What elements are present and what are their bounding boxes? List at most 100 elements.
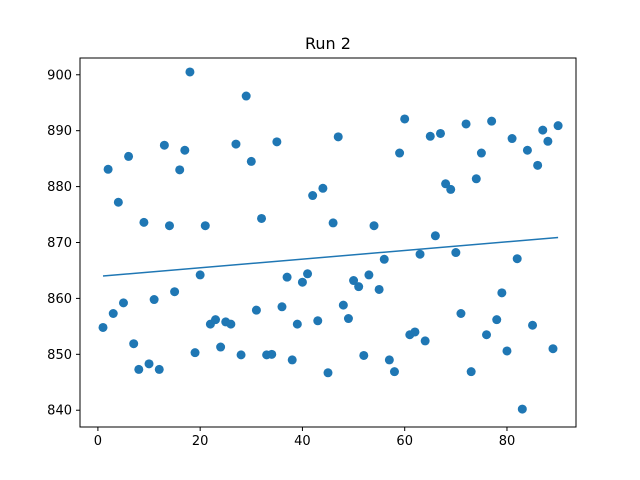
data-point — [400, 114, 410, 124]
data-point — [129, 339, 139, 349]
data-point — [282, 272, 292, 282]
data-point — [308, 191, 318, 201]
data-point — [144, 359, 154, 369]
data-point — [118, 298, 128, 308]
data-point — [241, 91, 251, 101]
data-point — [246, 156, 256, 166]
data-point — [354, 282, 364, 292]
data-point — [180, 145, 190, 155]
data-point — [461, 119, 471, 129]
data-point — [456, 309, 466, 318]
data-point — [553, 121, 563, 131]
x-tick-label: 20 — [192, 434, 209, 449]
data-point — [389, 367, 399, 377]
x-tick-label: 60 — [396, 434, 413, 449]
data-point — [113, 197, 123, 207]
data-point — [195, 270, 205, 280]
data-point — [548, 344, 558, 354]
data-point — [343, 314, 353, 324]
data-point — [226, 319, 236, 329]
chart-title: Run 2 — [305, 34, 351, 53]
data-point — [425, 131, 435, 141]
data-point — [297, 277, 307, 287]
data-point — [292, 319, 302, 329]
data-point — [277, 302, 287, 312]
data-point — [267, 349, 277, 359]
data-point — [359, 350, 369, 360]
data-point — [164, 221, 174, 231]
y-tick-label: 850 — [47, 348, 72, 363]
data-point — [476, 148, 486, 158]
data-point — [216, 342, 226, 352]
data-point — [487, 116, 497, 126]
data-point — [108, 309, 118, 318]
data-point — [512, 254, 522, 264]
data-point — [313, 316, 323, 326]
data-point — [395, 148, 405, 158]
data-point — [211, 315, 221, 325]
data-point — [471, 174, 481, 184]
data-point — [134, 364, 144, 374]
data-point — [446, 184, 456, 194]
y-tick-label: 860 — [47, 292, 72, 307]
data-point — [502, 346, 512, 356]
x-tick-label: 80 — [499, 434, 516, 449]
data-point — [272, 137, 282, 147]
data-point — [374, 284, 384, 294]
data-point — [415, 249, 425, 259]
data-point — [323, 368, 333, 378]
x-tick-label: 0 — [94, 434, 102, 449]
data-point — [364, 270, 374, 280]
y-tick-label: 880 — [47, 180, 72, 195]
data-point — [124, 151, 134, 161]
data-point — [251, 305, 261, 315]
data-point — [257, 213, 267, 223]
trend-line — [102, 236, 559, 277]
data-point — [318, 183, 328, 193]
data-point — [528, 320, 538, 330]
data-point — [466, 367, 476, 377]
data-point — [287, 355, 297, 365]
data-point — [303, 269, 313, 279]
data-point — [98, 322, 108, 332]
data-point — [200, 221, 210, 231]
data-point — [543, 136, 553, 146]
data-point — [236, 350, 246, 360]
data-point — [231, 139, 241, 149]
data-point — [497, 288, 507, 298]
data-point — [379, 254, 389, 264]
data-point — [333, 132, 343, 142]
data-point — [522, 145, 532, 155]
axes: 0 20 40 60 80 840 850 860 870 880 890 900 — [47, 68, 515, 449]
data-point — [451, 248, 461, 258]
y-tick-label: 900 — [47, 68, 72, 83]
x-tick-label: 40 — [294, 434, 311, 449]
data-point — [338, 300, 348, 310]
data-point — [420, 336, 430, 346]
data-point — [159, 140, 169, 150]
data-point — [349, 276, 359, 286]
data-point — [328, 218, 338, 228]
data-point — [492, 315, 502, 325]
data-point — [410, 327, 420, 337]
data-point — [154, 364, 164, 374]
y-tick-label: 890 — [47, 124, 72, 139]
data-point — [175, 165, 185, 175]
data-point — [185, 67, 195, 77]
data-point — [517, 404, 527, 414]
data-point — [384, 355, 394, 365]
data-point — [149, 295, 159, 305]
data-point — [369, 221, 379, 231]
data-point — [533, 160, 543, 170]
data-point — [430, 231, 440, 241]
plot-area — [98, 67, 563, 414]
data-point — [538, 125, 548, 135]
y-tick-label: 870 — [47, 236, 72, 251]
data-point — [190, 348, 200, 358]
data-point — [435, 128, 445, 138]
data-point — [170, 287, 180, 297]
data-point — [103, 164, 113, 174]
y-tick-label: 840 — [47, 404, 72, 419]
